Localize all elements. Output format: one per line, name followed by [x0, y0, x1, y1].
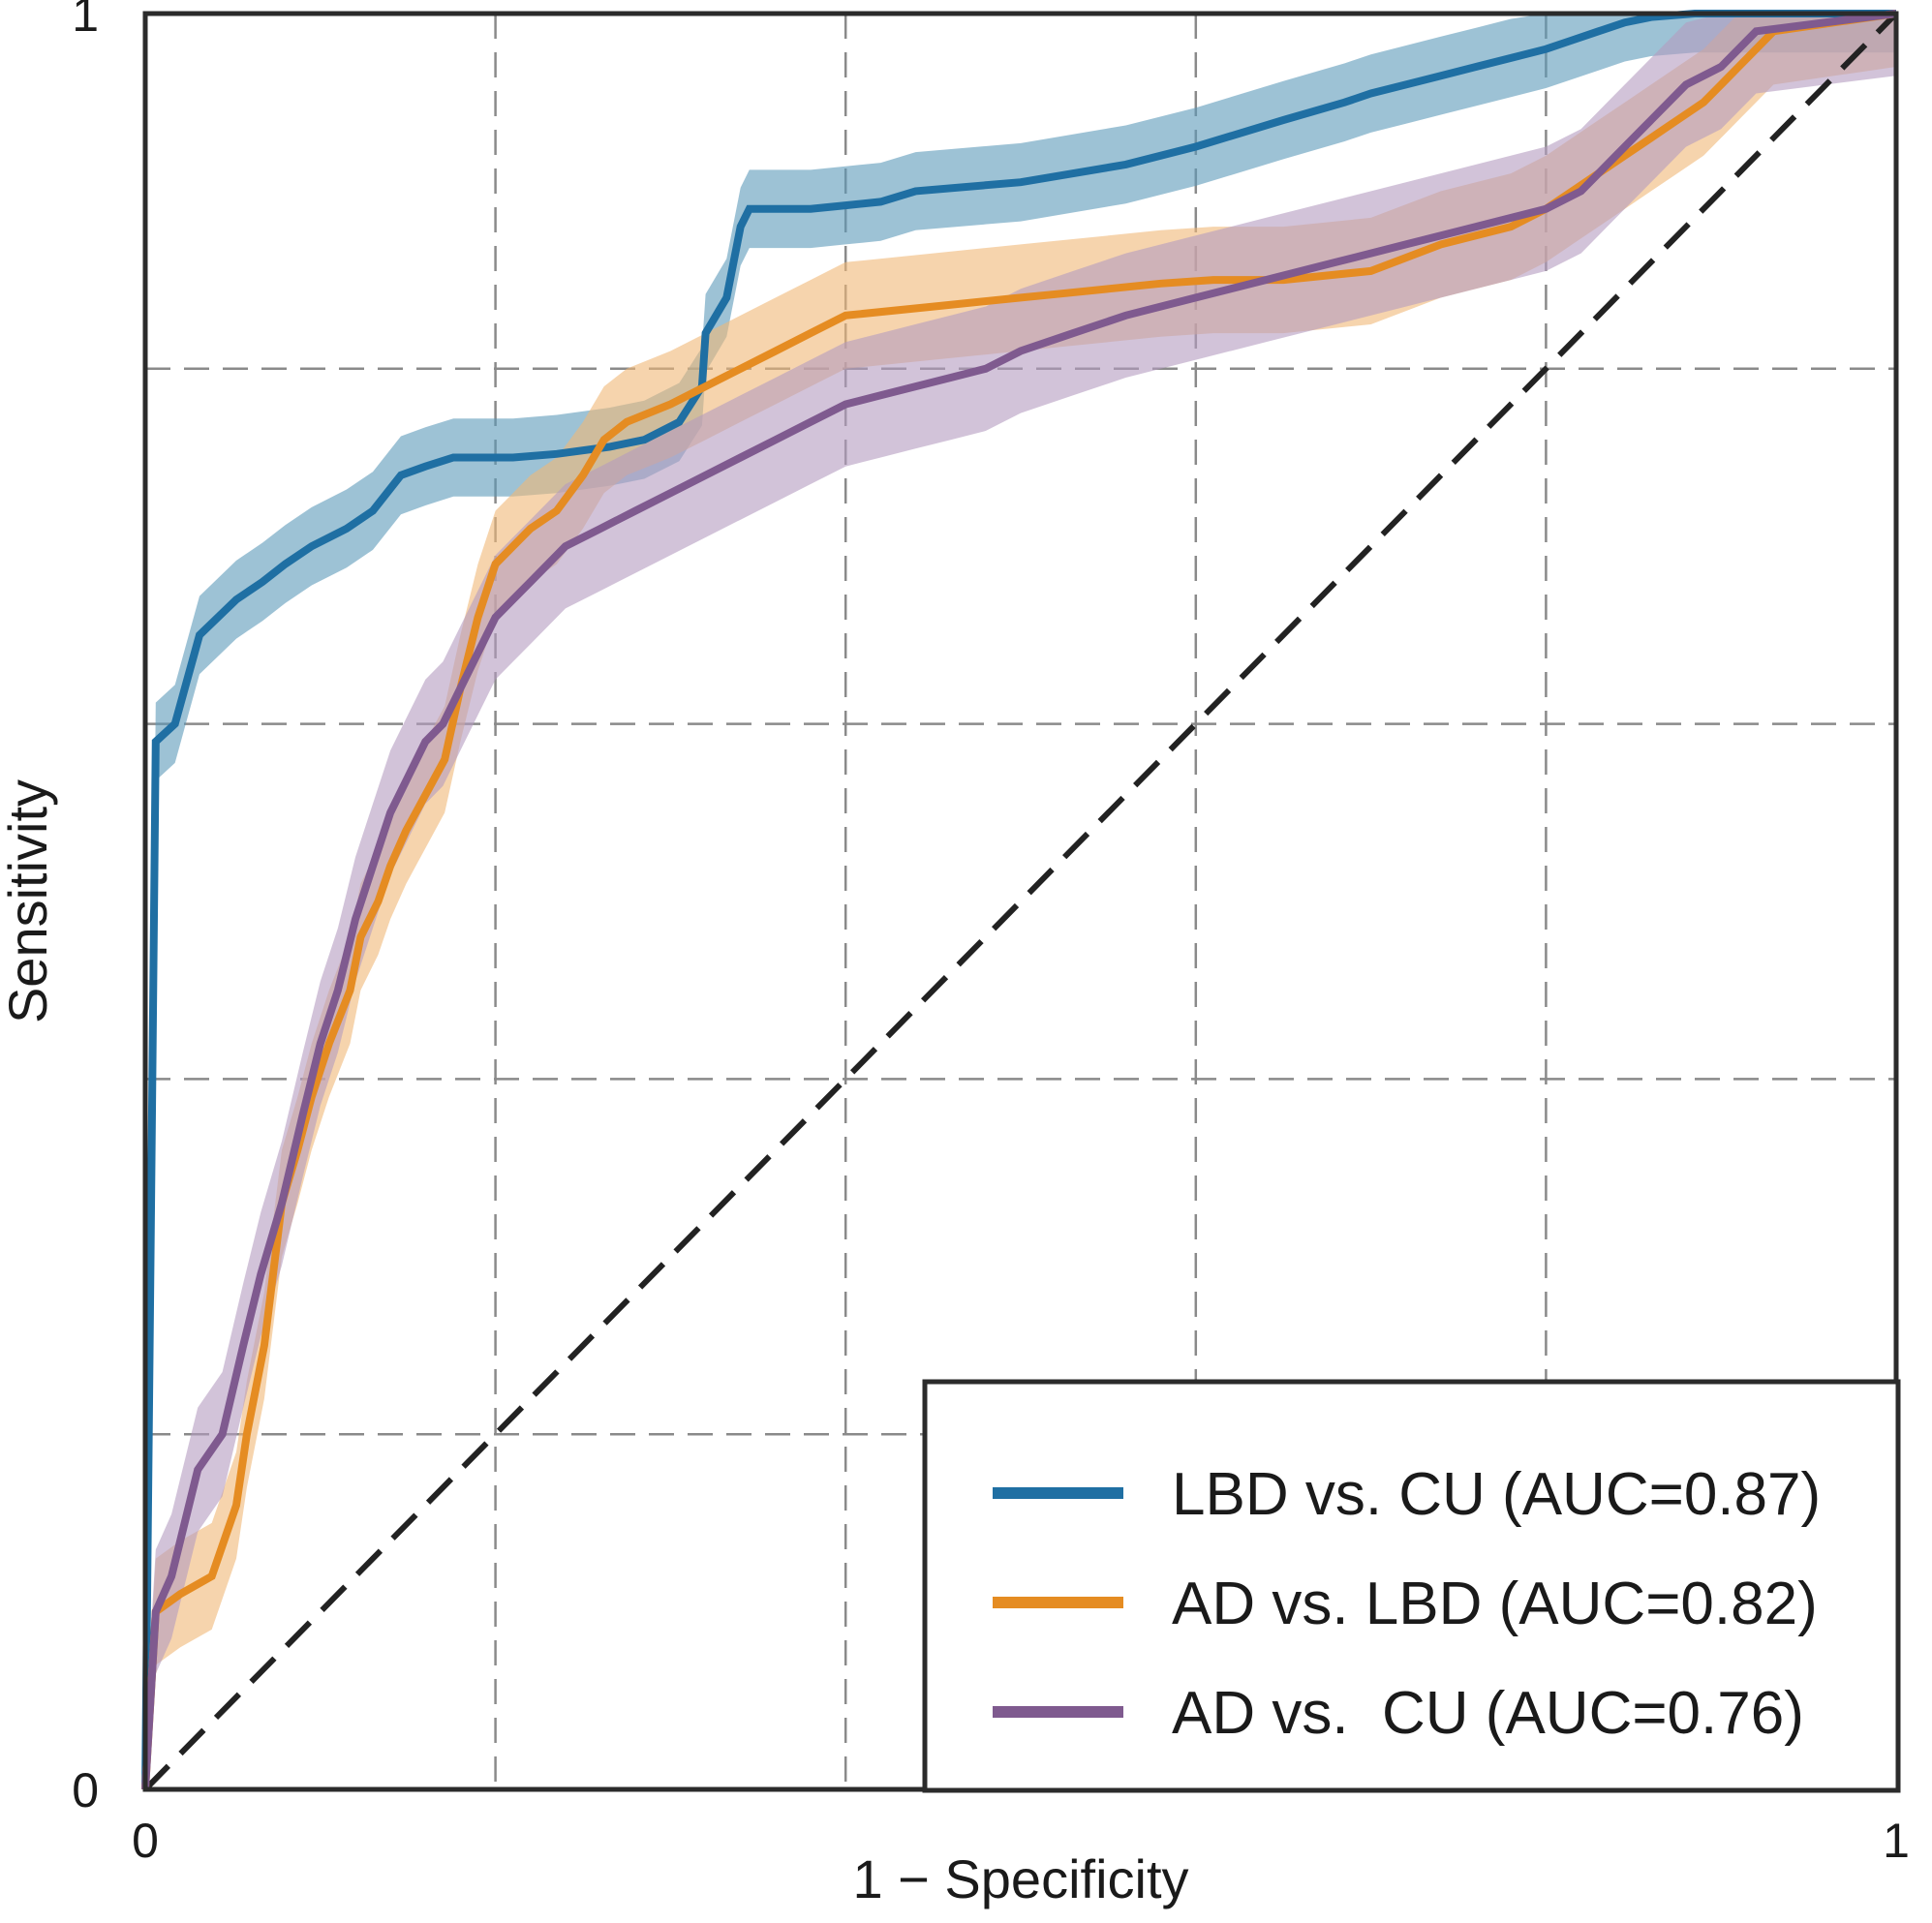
legend-label-3: AD vs. CU (AUC=0.76): [1172, 1680, 1804, 1747]
x-tick-label: 0: [132, 1814, 159, 1868]
confidence-bands: [145, 14, 1896, 1789]
roc-curve-2: [141, 10, 1897, 1790]
legend-box: [922, 1379, 1901, 1793]
y-axis-title: Sensitivity: [0, 779, 58, 1023]
legend-items: LBD vs. CU (AUC=0.87) AD vs. LBD (AUC=0.8…: [993, 1461, 1821, 1747]
chance-reference-line: [142, 11, 1899, 1792]
roc-curve-3: [141, 10, 1897, 1790]
roc-curve-1: [141, 10, 1896, 1790]
x-axis-title: 1 − Specificity: [852, 1848, 1188, 1909]
legend-label-2: AD vs. LBD (AUC=0.82): [1172, 1571, 1818, 1637]
legend-label-1: LBD vs. CU (AUC=0.87): [1172, 1461, 1821, 1528]
confidence-band-2: [145, 14, 1896, 1789]
roc-curves: [141, 10, 1897, 1790]
legend: LBD vs. CU (AUC=0.87) AD vs. LBD (AUC=0.8…: [922, 1379, 1901, 1793]
x-tick-label: 1: [1883, 1814, 1910, 1868]
confidence-band-3: [145, 14, 1896, 1789]
y-tick-label: 0: [72, 1763, 99, 1817]
y-tick-label: 1: [72, 0, 99, 42]
tick-labels: 0 1 0 1: [72, 0, 1910, 1868]
